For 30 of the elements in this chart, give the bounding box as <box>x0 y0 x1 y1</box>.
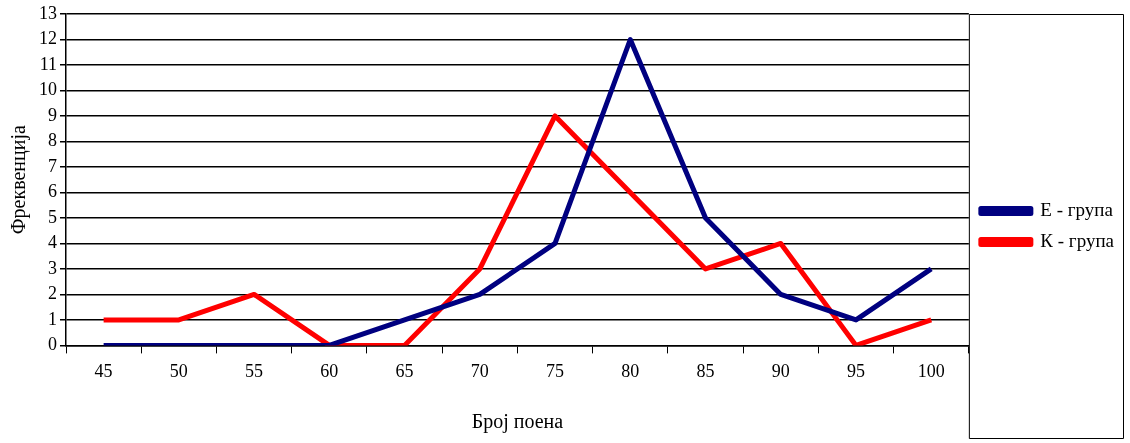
y-tick-label: 10 <box>39 79 57 100</box>
x-tick-label: 70 <box>470 360 489 381</box>
x-tick-label: 90 <box>771 360 790 381</box>
legend-label: К - група <box>1040 229 1115 251</box>
x-tick-label: 45 <box>94 360 113 381</box>
x-tick-label: 80 <box>621 360 640 381</box>
x-tick-label: 100 <box>917 360 945 381</box>
x-axis-title: Број поена <box>471 410 564 434</box>
y-tick-label: 7 <box>48 155 57 176</box>
y-tick-label: 4 <box>48 232 57 253</box>
y-tick-label: 5 <box>48 206 57 227</box>
x-tick-label: 85 <box>696 360 715 381</box>
y-tick-label: 6 <box>48 181 57 202</box>
y-tick-label: 1 <box>48 308 57 329</box>
x-tick-label: 55 <box>245 360 264 381</box>
x-tick-label: 60 <box>320 360 339 381</box>
y-tick-label: 0 <box>48 334 57 355</box>
x-tick-label: 50 <box>169 360 188 381</box>
y-axis-title: Фреквенција <box>7 125 31 235</box>
x-tick-label: 95 <box>847 360 865 381</box>
y-tick-label: 13 <box>39 2 57 23</box>
x-tick-label: 75 <box>546 360 565 381</box>
x-tick-label: 65 <box>395 360 414 381</box>
legend-label: Е - група <box>1040 198 1114 220</box>
y-tick-label: 12 <box>39 28 57 49</box>
y-tick-label: 9 <box>48 104 57 125</box>
y-tick-label: 2 <box>48 283 57 304</box>
y-tick-label: 8 <box>48 130 57 151</box>
y-tick-label: 3 <box>48 257 57 278</box>
y-tick-label: 11 <box>39 53 57 74</box>
